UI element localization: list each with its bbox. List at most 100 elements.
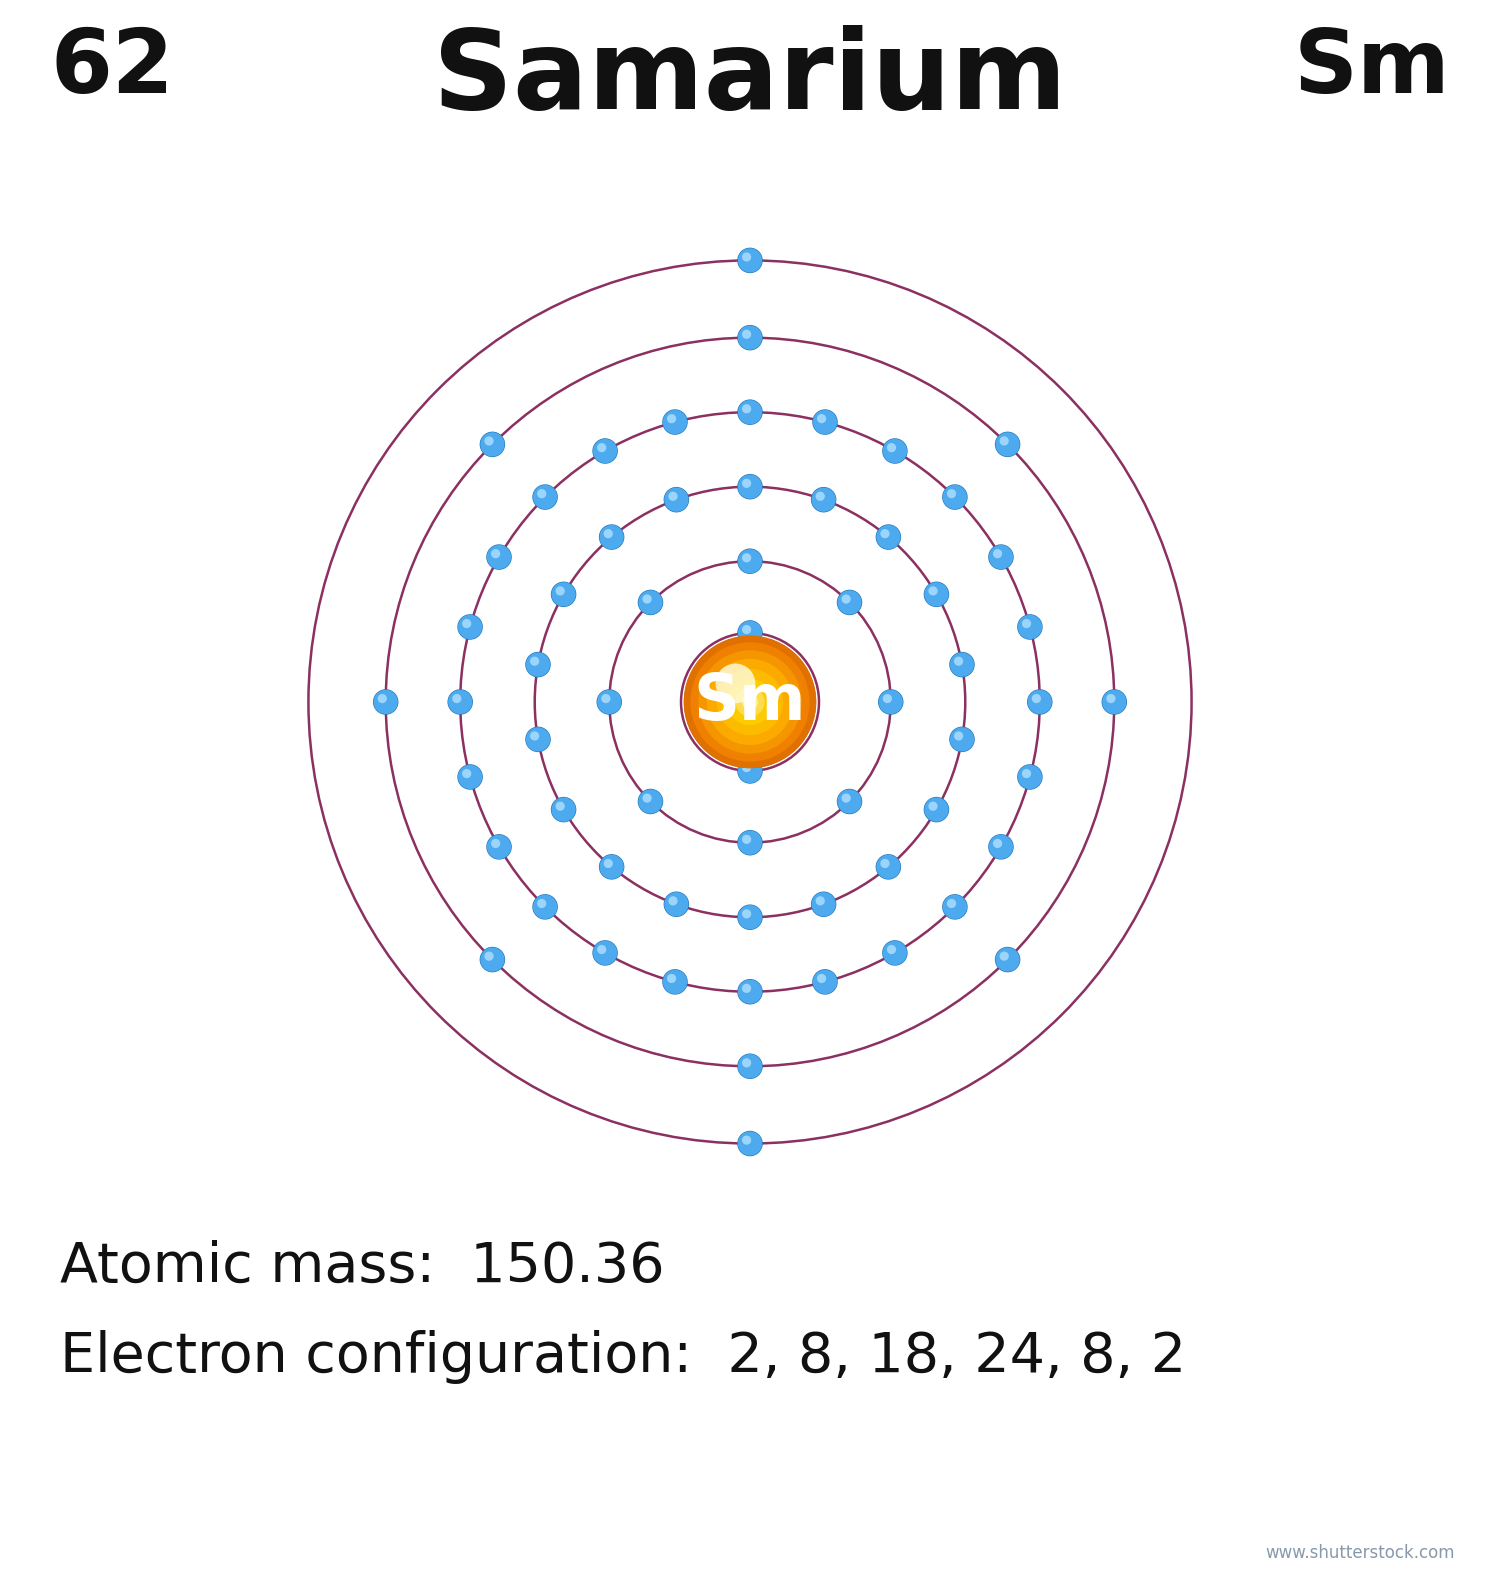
Text: www.shutterstock.com: www.shutterstock.com — [1266, 1544, 1455, 1561]
Circle shape — [600, 855, 624, 879]
Circle shape — [842, 793, 850, 803]
Circle shape — [993, 840, 1002, 847]
Circle shape — [742, 404, 752, 413]
Circle shape — [946, 898, 956, 908]
Circle shape — [924, 582, 950, 607]
Circle shape — [736, 620, 764, 646]
Circle shape — [458, 614, 483, 639]
Circle shape — [876, 854, 902, 879]
Circle shape — [639, 590, 663, 615]
Circle shape — [999, 436, 1010, 445]
Circle shape — [592, 940, 618, 965]
Circle shape — [480, 432, 504, 456]
Circle shape — [458, 765, 482, 789]
Circle shape — [742, 625, 752, 634]
Circle shape — [993, 549, 1002, 558]
Circle shape — [886, 944, 896, 954]
Circle shape — [484, 436, 494, 445]
Circle shape — [550, 797, 576, 822]
Circle shape — [532, 485, 558, 510]
Circle shape — [880, 859, 890, 868]
Circle shape — [597, 944, 606, 954]
Circle shape — [530, 657, 538, 666]
Circle shape — [537, 898, 546, 908]
Circle shape — [736, 324, 764, 350]
Circle shape — [662, 970, 687, 995]
Circle shape — [944, 895, 968, 919]
Circle shape — [447, 688, 472, 716]
Text: ●: ● — [207, 1517, 230, 1542]
Circle shape — [882, 439, 908, 463]
Circle shape — [458, 615, 482, 639]
Circle shape — [717, 669, 783, 735]
Circle shape — [950, 652, 974, 677]
Circle shape — [950, 652, 975, 677]
Text: shutterst: shutterst — [45, 1514, 219, 1545]
Circle shape — [484, 951, 494, 960]
Circle shape — [738, 326, 762, 350]
Circle shape — [818, 413, 827, 423]
Circle shape — [736, 979, 764, 1005]
Circle shape — [480, 946, 506, 973]
Circle shape — [684, 636, 816, 768]
Circle shape — [550, 582, 576, 607]
Circle shape — [690, 642, 810, 762]
Circle shape — [663, 410, 687, 434]
Circle shape — [488, 545, 512, 569]
Circle shape — [1101, 688, 1126, 716]
Text: Sm: Sm — [1293, 25, 1450, 111]
Circle shape — [736, 399, 764, 425]
Text: Atomic mass:  150.36: Atomic mass: 150.36 — [60, 1240, 664, 1294]
Circle shape — [1032, 693, 1041, 703]
Circle shape — [988, 835, 1014, 860]
Circle shape — [738, 474, 762, 499]
Circle shape — [812, 487, 837, 512]
Circle shape — [996, 432, 1020, 456]
Circle shape — [1017, 614, 1042, 639]
Circle shape — [592, 439, 618, 464]
Circle shape — [994, 946, 1020, 973]
Circle shape — [942, 485, 968, 510]
Circle shape — [598, 525, 624, 550]
Circle shape — [816, 491, 825, 501]
Circle shape — [374, 690, 398, 714]
Circle shape — [736, 474, 764, 499]
Circle shape — [813, 410, 837, 434]
Circle shape — [728, 679, 772, 725]
Circle shape — [924, 798, 948, 822]
Circle shape — [812, 892, 836, 916]
Circle shape — [642, 595, 651, 604]
Circle shape — [597, 690, 621, 714]
Circle shape — [818, 973, 827, 983]
Circle shape — [1028, 688, 1053, 716]
Circle shape — [813, 970, 838, 995]
Circle shape — [462, 770, 471, 778]
Circle shape — [736, 830, 764, 855]
Circle shape — [1019, 615, 1042, 639]
Circle shape — [738, 979, 762, 1003]
Circle shape — [490, 549, 501, 558]
Circle shape — [924, 582, 948, 606]
Circle shape — [603, 529, 613, 539]
Circle shape — [742, 253, 752, 262]
Circle shape — [1017, 765, 1042, 790]
Circle shape — [876, 525, 902, 550]
Circle shape — [592, 941, 618, 965]
Text: ck®: ck® — [230, 1514, 304, 1545]
Circle shape — [736, 1054, 764, 1080]
Circle shape — [600, 525, 624, 549]
Circle shape — [944, 485, 968, 509]
Circle shape — [669, 491, 678, 501]
Circle shape — [592, 439, 618, 463]
Circle shape — [996, 948, 1020, 971]
Circle shape — [928, 587, 938, 596]
Circle shape — [639, 789, 663, 814]
Circle shape — [999, 951, 1010, 960]
Circle shape — [742, 1135, 752, 1145]
Text: IMAGE ID: 325410413: IMAGE ID: 325410413 — [1272, 1503, 1455, 1520]
Circle shape — [742, 553, 752, 563]
Circle shape — [988, 835, 1012, 859]
Circle shape — [742, 763, 752, 773]
Text: 62: 62 — [50, 25, 174, 111]
Circle shape — [738, 905, 762, 930]
